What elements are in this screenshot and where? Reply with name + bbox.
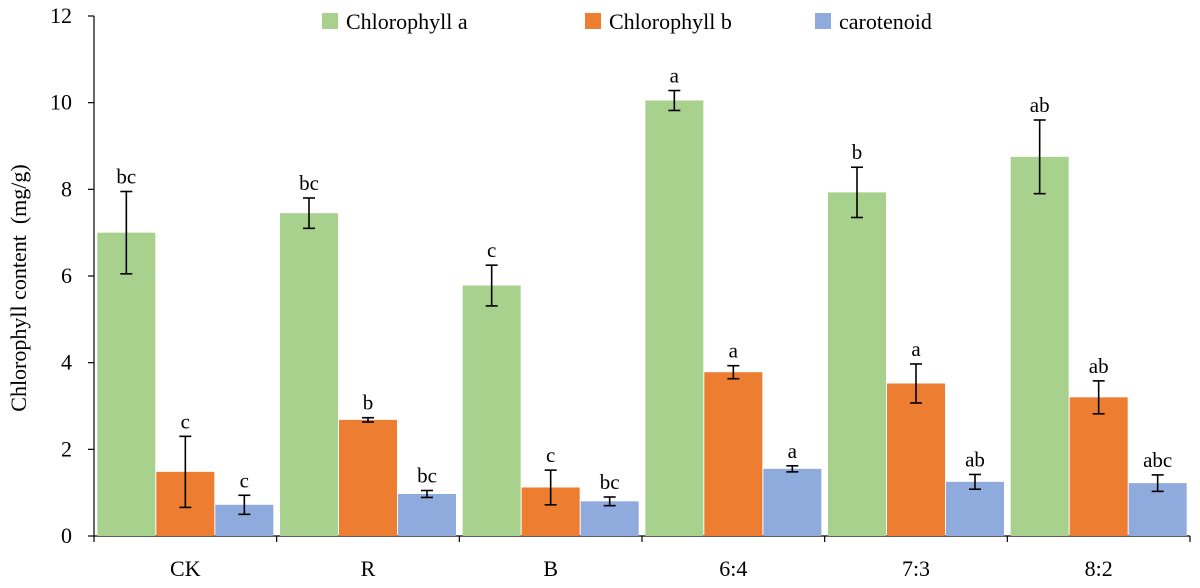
x-tick-label: R <box>361 556 376 581</box>
bar-chlorophyll-a-B <box>462 285 521 536</box>
significance-label: a <box>670 64 680 88</box>
x-tick-label: CK <box>170 556 201 581</box>
significance-label: b <box>363 391 374 415</box>
legend-label: Chlorophyll a <box>346 9 468 34</box>
significance-label: ab <box>1089 354 1109 378</box>
significance-label: c <box>546 443 555 467</box>
y-axis-title: Chlorophyll content (mg/g) <box>6 164 31 411</box>
significance-label: c <box>487 238 496 262</box>
x-tick-label: 6:4 <box>719 556 747 581</box>
significance-label: abc <box>1143 448 1172 472</box>
legend-label: Chlorophyll b <box>609 9 732 34</box>
legend-swatch <box>322 13 338 29</box>
y-tick-label: 4 <box>61 350 72 375</box>
x-tick-label: 8:2 <box>1085 556 1113 581</box>
bar-chlorophyll-a-R <box>280 213 338 536</box>
x-axis: CK R B 6:4 7:3 8:2 <box>93 535 1191 581</box>
legend: Chlorophyll a Chlorophyll b carotenoid <box>322 9 932 34</box>
significance-label: ab <box>1030 93 1050 117</box>
y-tick-label: 12 <box>50 3 72 28</box>
significance-label: bc <box>299 171 319 195</box>
bar-carotenoid-7:3 <box>946 481 1004 536</box>
significance-label: a <box>788 439 798 463</box>
bar-chlorophyll-a-8:2 <box>1010 156 1069 537</box>
y-tick-label: 0 <box>61 523 72 548</box>
significance-label: bc <box>116 165 136 189</box>
bar-chlorophyll-a-7:3 <box>828 192 886 536</box>
significance-label: b <box>852 140 863 164</box>
significance-label: c <box>181 409 190 433</box>
legend-label: carotenoid <box>839 9 932 34</box>
bar-carotenoid-R <box>398 493 456 536</box>
bar-carotenoid-B <box>580 501 639 536</box>
legend-swatch <box>585 13 601 29</box>
bar-carotenoid-6:4 <box>763 468 822 536</box>
bar-chlorophyll-b-7:3 <box>887 383 945 536</box>
bar-chlorophyll-b-R <box>339 419 397 536</box>
y-axis: 0 2 4 6 8 10 12 <box>50 3 95 548</box>
significance-label: ab <box>965 447 985 471</box>
significance-label: c <box>240 468 249 492</box>
bar-chlorophyll-a-6:4 <box>645 100 704 536</box>
y-tick-label: 10 <box>50 90 72 115</box>
significance-label: bc <box>417 464 437 488</box>
significance-label: a <box>729 339 739 363</box>
significance-label: bc <box>600 470 620 494</box>
x-tick-label: B <box>543 556 558 581</box>
y-tick-label: 6 <box>61 263 72 288</box>
bar-chlorophyll-a-CK <box>97 232 156 536</box>
legend-swatch <box>815 13 831 29</box>
x-tick-label: 7:3 <box>902 556 930 581</box>
y-tick-label: 8 <box>61 176 72 201</box>
bar-chlorophyll-b-6:4 <box>704 372 763 536</box>
y-tick-label: 2 <box>61 436 72 461</box>
significance-label: a <box>911 337 921 361</box>
bar-chlorophyll-b-8:2 <box>1069 397 1128 536</box>
